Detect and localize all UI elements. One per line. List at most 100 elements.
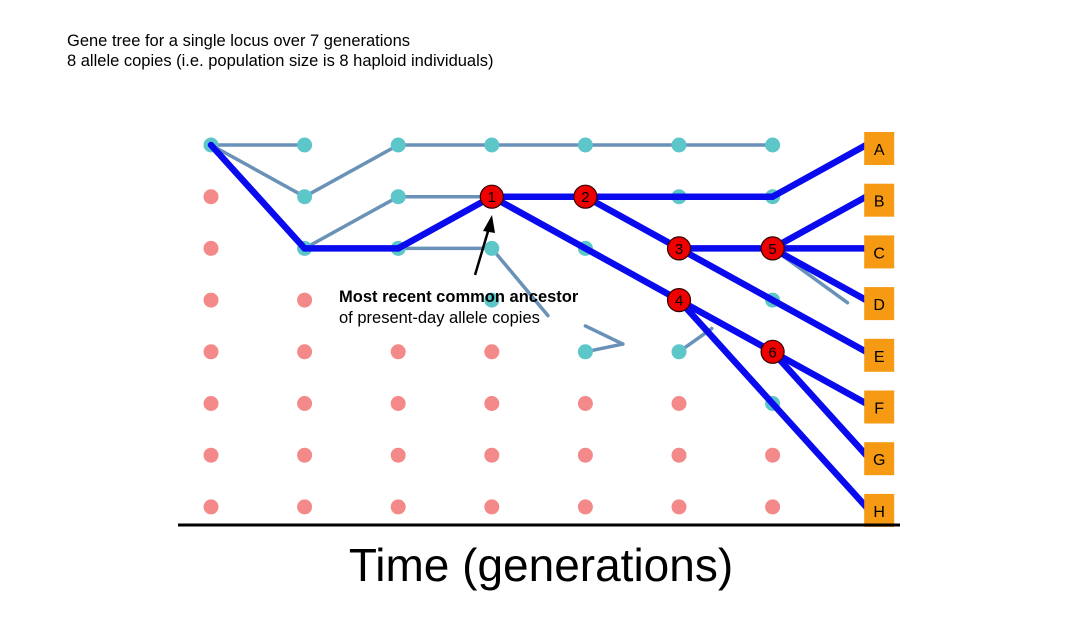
tip-box [864,390,895,424]
coalescent-node-label: 1 [488,189,496,206]
mrca-arrow-head [483,215,495,233]
lineage-allele-dot [765,137,781,153]
extinct-dots [203,189,781,515]
extinct-allele-dot [203,344,219,360]
extinct-allele-dot [390,396,406,411]
lineage-allele-dot [484,240,500,256]
gene-tree-edge [207,141,308,252]
gene-tree-edge [675,296,776,356]
extinct-allele-dot [484,447,500,463]
gene-tree-edge [675,296,870,511]
lineage-line [302,143,400,199]
gene-tree-edge [675,245,870,356]
gene-tree-edge [769,141,870,200]
tip-box [864,493,895,527]
tip-box [864,287,895,321]
gene-tree-edge [394,193,496,252]
lineage-allele-dot [297,189,313,205]
coalescent-node [666,288,692,313]
coalescent-node [479,184,504,209]
tip-box [864,235,895,269]
extinct-allele-dot [203,447,219,463]
mrca-annotation-subtitle: of present-day allele copies [339,309,540,327]
tip-label: H [873,504,885,521]
coalescent-node-label: 3 [675,241,683,258]
extinct-allele-dot [297,447,313,463]
extinct-allele-dot [390,499,406,515]
extinct-allele-dot [203,292,219,308]
extinct-allele-dot [390,344,406,360]
title-line-2: 8 allele copies (i.e. population size is… [67,52,494,70]
gene-tree-edge [769,193,870,252]
mrca-annotation: Most recent common ancestor of present-d… [339,287,578,329]
coalescent-node-label: 5 [768,241,776,258]
lineage-allele-dot [484,137,500,153]
gene-tree-edge [769,348,870,407]
time-axis-label: Time (generations) [0,538,1086,592]
title-line-1: Gene tree for a single locus over 7 gene… [67,32,411,50]
coalescent-nodes: 1 2 3 5 4 6 [479,184,785,364]
extinct-allele-dot [484,396,500,411]
tip-label: B [874,194,885,211]
lineage-line [209,143,307,199]
tip-label: D [873,297,885,314]
gene-tree-edges [207,141,870,511]
coalescent-node-label: 4 [675,293,683,310]
tip-label: C [873,245,885,262]
lineage-allele-dot [484,292,500,308]
extinct-allele-dot [577,499,593,515]
tip-label: A [874,142,885,159]
lineage-lines [209,143,850,354]
mrca-annotation-title: Most recent common ancestor [339,288,579,306]
extinct-allele-dot [671,396,687,411]
gene-tree-edge [769,348,870,459]
extinct-allele-dot [671,499,687,515]
lineage-allele-dot [577,137,593,153]
lineage-dots [203,137,781,411]
extinct-allele-dot [203,499,219,515]
extinct-allele-dot [671,447,687,463]
coalescent-node [573,184,598,209]
tip-boxes: A B C D E F G H [864,132,895,527]
tip-label: G [873,452,885,469]
extinct-allele-dot [203,240,219,256]
lineage-allele-dot [671,137,687,153]
extinct-allele-dot [484,344,500,360]
tip-box [864,442,895,476]
extinct-allele-dot [390,447,406,463]
tip-label: F [874,401,884,418]
title-block: Gene tree for a single locus over 7 gene… [67,31,494,71]
coalescent-node-label: 6 [768,344,776,361]
tip-box [864,183,895,217]
extinct-allele-dot [203,189,219,205]
extinct-allele-dot [297,499,313,515]
extinct-allele-dot [577,447,593,463]
extinct-allele-dot [297,396,313,411]
tip-box [864,132,895,165]
extinct-allele-dot [765,499,781,515]
gene-tree-edge [582,193,683,252]
coalescent-node-label: 2 [581,189,589,206]
lineage-allele-dot [390,189,406,205]
lineage-line [302,194,400,251]
coalescent-node [760,339,785,364]
lineage-line [583,324,625,346]
extinct-allele-dot [765,447,781,463]
tip-box [864,338,895,372]
tip-label: E [874,349,885,366]
coalescent-node [760,236,785,261]
lineage-allele-dot [671,344,687,360]
lineage-allele-dot [390,137,406,153]
extinct-allele-dot [297,292,313,308]
coalescent-node [666,236,692,261]
gene-tree-edge [488,193,683,304]
extinct-allele-dot [203,396,219,411]
mrca-arrow [473,215,495,276]
extinct-allele-dot [577,396,593,411]
lineage-allele-dot [297,137,313,153]
time-axis-label-text: Time (generations) [348,539,734,591]
gene-tree-edge [769,245,870,304]
lineage-allele-dot [577,344,593,360]
lineage-line [490,246,550,318]
